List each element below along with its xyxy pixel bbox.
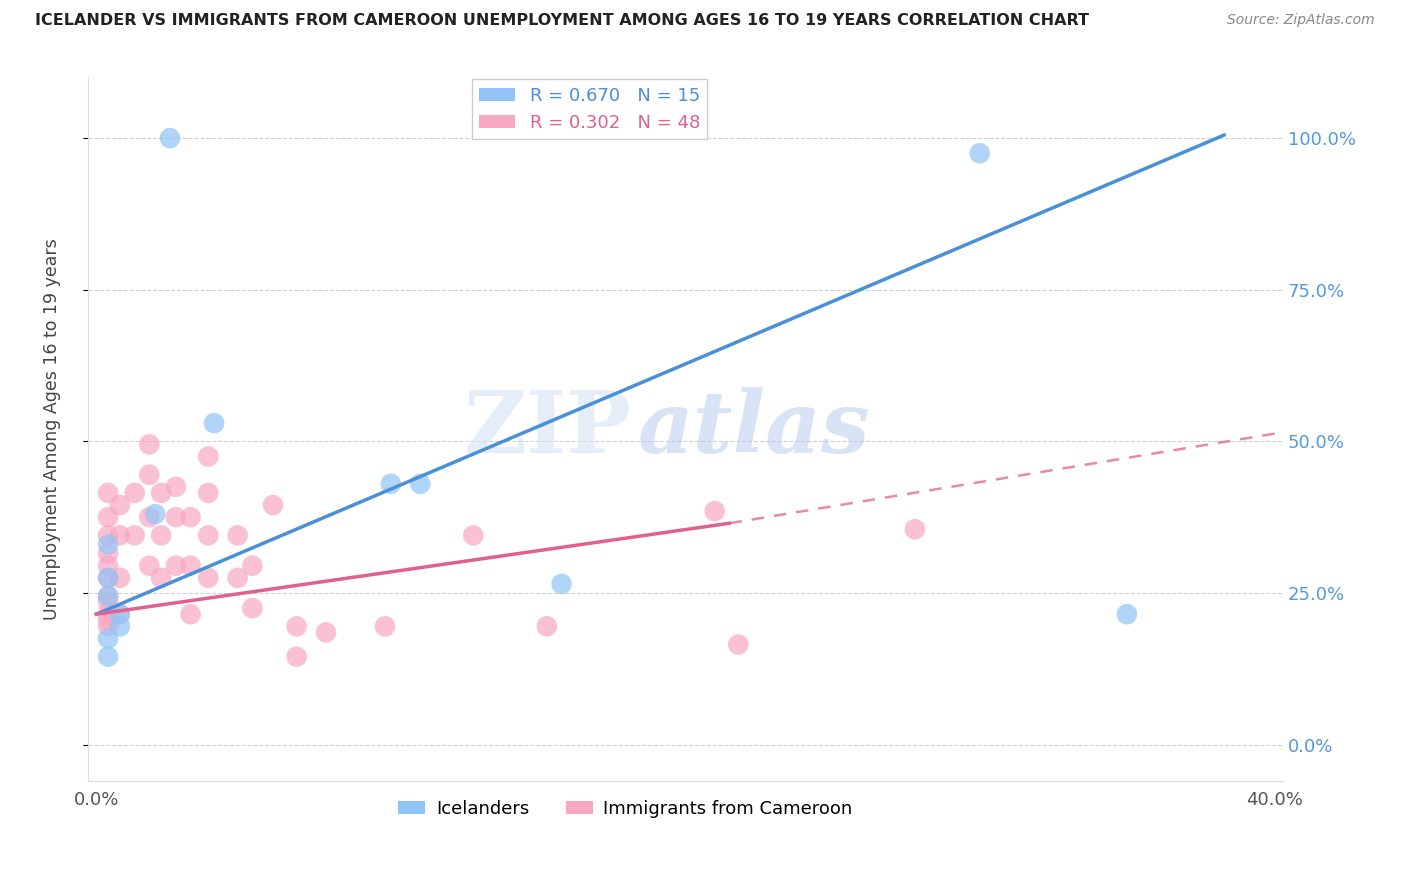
Point <box>202 416 225 430</box>
Point <box>97 595 120 609</box>
Point <box>159 131 181 145</box>
Point <box>124 486 146 500</box>
Point <box>180 607 202 622</box>
Point <box>150 528 173 542</box>
Point <box>380 476 402 491</box>
Point <box>108 607 131 622</box>
Legend: Icelanders, Immigrants from Cameroon: Icelanders, Immigrants from Cameroon <box>391 792 860 825</box>
Point <box>97 558 120 573</box>
Point <box>138 510 160 524</box>
Point <box>165 558 187 573</box>
Point <box>315 625 337 640</box>
Point <box>165 480 187 494</box>
Text: ICELANDER VS IMMIGRANTS FROM CAMEROON UNEMPLOYMENT AMONG AGES 16 TO 19 YEARS COR: ICELANDER VS IMMIGRANTS FROM CAMEROON UN… <box>35 13 1090 29</box>
Point <box>97 613 120 627</box>
Point <box>550 577 572 591</box>
Point <box>463 528 485 542</box>
Point <box>97 649 120 664</box>
Point <box>97 589 120 603</box>
Point <box>108 498 131 512</box>
Point <box>97 547 120 561</box>
Point <box>97 589 120 603</box>
Point <box>904 522 927 536</box>
Point <box>124 528 146 542</box>
Point <box>242 601 264 615</box>
Point <box>108 619 131 633</box>
Point <box>150 571 173 585</box>
Point <box>97 632 120 646</box>
Point <box>226 528 249 542</box>
Point <box>197 528 219 542</box>
Point <box>138 437 160 451</box>
Point <box>138 558 160 573</box>
Point <box>97 607 120 622</box>
Point <box>727 638 749 652</box>
Point <box>374 619 396 633</box>
Point <box>242 558 264 573</box>
Point <box>197 486 219 500</box>
Point <box>409 476 432 491</box>
Point <box>97 537 120 551</box>
Point <box>285 619 308 633</box>
Point <box>108 571 131 585</box>
Point <box>262 498 284 512</box>
Point <box>1116 607 1139 622</box>
Point <box>197 450 219 464</box>
Point <box>226 571 249 585</box>
Point <box>138 467 160 482</box>
Point <box>108 528 131 542</box>
Point <box>97 619 120 633</box>
Point <box>180 510 202 524</box>
Point <box>108 607 131 622</box>
Point <box>285 649 308 664</box>
Point <box>143 507 166 521</box>
Text: ZIP: ZIP <box>464 387 631 471</box>
Point <box>703 504 725 518</box>
Y-axis label: Unemployment Among Ages 16 to 19 years: Unemployment Among Ages 16 to 19 years <box>44 238 60 620</box>
Text: atlas: atlas <box>637 387 870 471</box>
Point <box>97 571 120 585</box>
Point <box>97 571 120 585</box>
Point <box>197 571 219 585</box>
Point <box>969 146 991 161</box>
Point <box>97 528 120 542</box>
Text: Source: ZipAtlas.com: Source: ZipAtlas.com <box>1227 13 1375 28</box>
Point <box>165 510 187 524</box>
Point <box>150 486 173 500</box>
Point <box>536 619 558 633</box>
Point <box>97 486 120 500</box>
Point <box>97 510 120 524</box>
Point <box>180 558 202 573</box>
